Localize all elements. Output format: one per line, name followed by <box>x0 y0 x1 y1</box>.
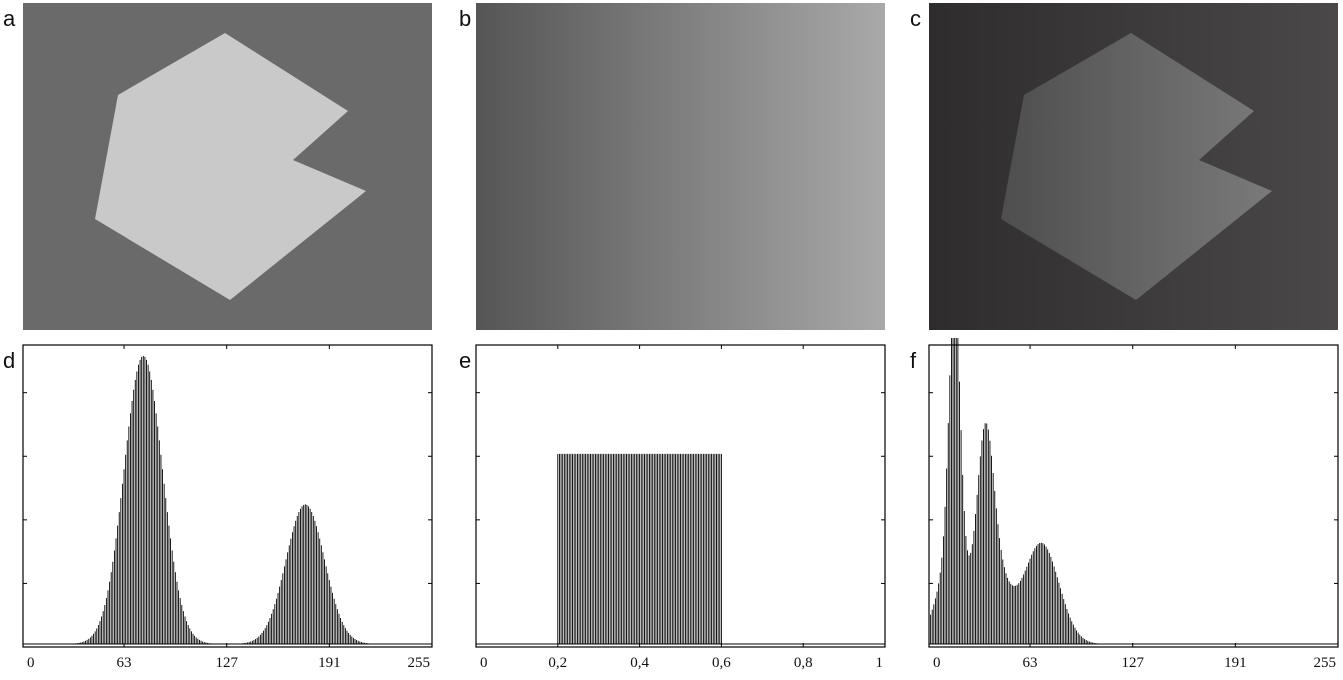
histogram-e: 0 0,2 0,4 0,6 0,8 1 <box>453 338 893 675</box>
panel-label-f: f <box>910 348 917 373</box>
image-c-shaded-regions <box>929 3 1338 330</box>
x-tick-label: 0,4 <box>630 655 649 671</box>
panel-label-d: d <box>3 348 16 373</box>
histogram-f-svg: 0 63 127 191 255 <box>928 293 1339 671</box>
panel-label-c: c <box>910 6 921 31</box>
panel-label-e: e <box>459 348 472 373</box>
histogram-d: 0 63 127 191 255 <box>0 338 440 675</box>
x-tick-label: 0,6 <box>712 655 731 671</box>
plot-frame <box>928 344 1339 648</box>
x-tick-label: 63 <box>1023 655 1038 671</box>
panel-label-a: a <box>3 6 16 31</box>
x-tick-label: 127 <box>1121 655 1144 671</box>
plot-frame <box>475 344 886 648</box>
panel-label-b: b <box>459 6 472 31</box>
histogram-bars <box>557 453 722 644</box>
x-tick-label: 1 <box>876 655 884 671</box>
image-a-polygon <box>95 33 366 300</box>
histogram-bars <box>928 293 1098 644</box>
histogram-bars <box>75 355 369 644</box>
histogram-f: 0 63 127 191 255 <box>906 293 1343 675</box>
image-b-gradient-rect <box>476 3 885 330</box>
plot-frame <box>22 344 433 648</box>
histogram-e-svg: 0 0,2 0,4 0,6 0,8 1 <box>475 344 886 671</box>
x-tick-label: 0 <box>933 655 941 671</box>
x-tick-label: 255 <box>408 655 431 671</box>
x-tick-label: 191 <box>1224 655 1247 671</box>
x-tick-label: 0 <box>480 655 488 671</box>
image-c-polygon <box>1001 33 1272 300</box>
x-tick-label: 127 <box>215 655 238 671</box>
x-tick-label: 0 <box>27 655 35 671</box>
x-tick-label: 191 <box>318 655 341 671</box>
x-tick-label: 255 <box>1314 655 1337 671</box>
image-a-two-regions <box>23 3 432 330</box>
x-tick-label: 63 <box>117 655 132 671</box>
x-tick-label: 0,2 <box>548 655 567 671</box>
image-b-gradient <box>476 3 885 330</box>
histogram-d-svg: 0 63 127 191 255 <box>22 344 433 671</box>
x-tick-label: 0,8 <box>794 655 813 671</box>
